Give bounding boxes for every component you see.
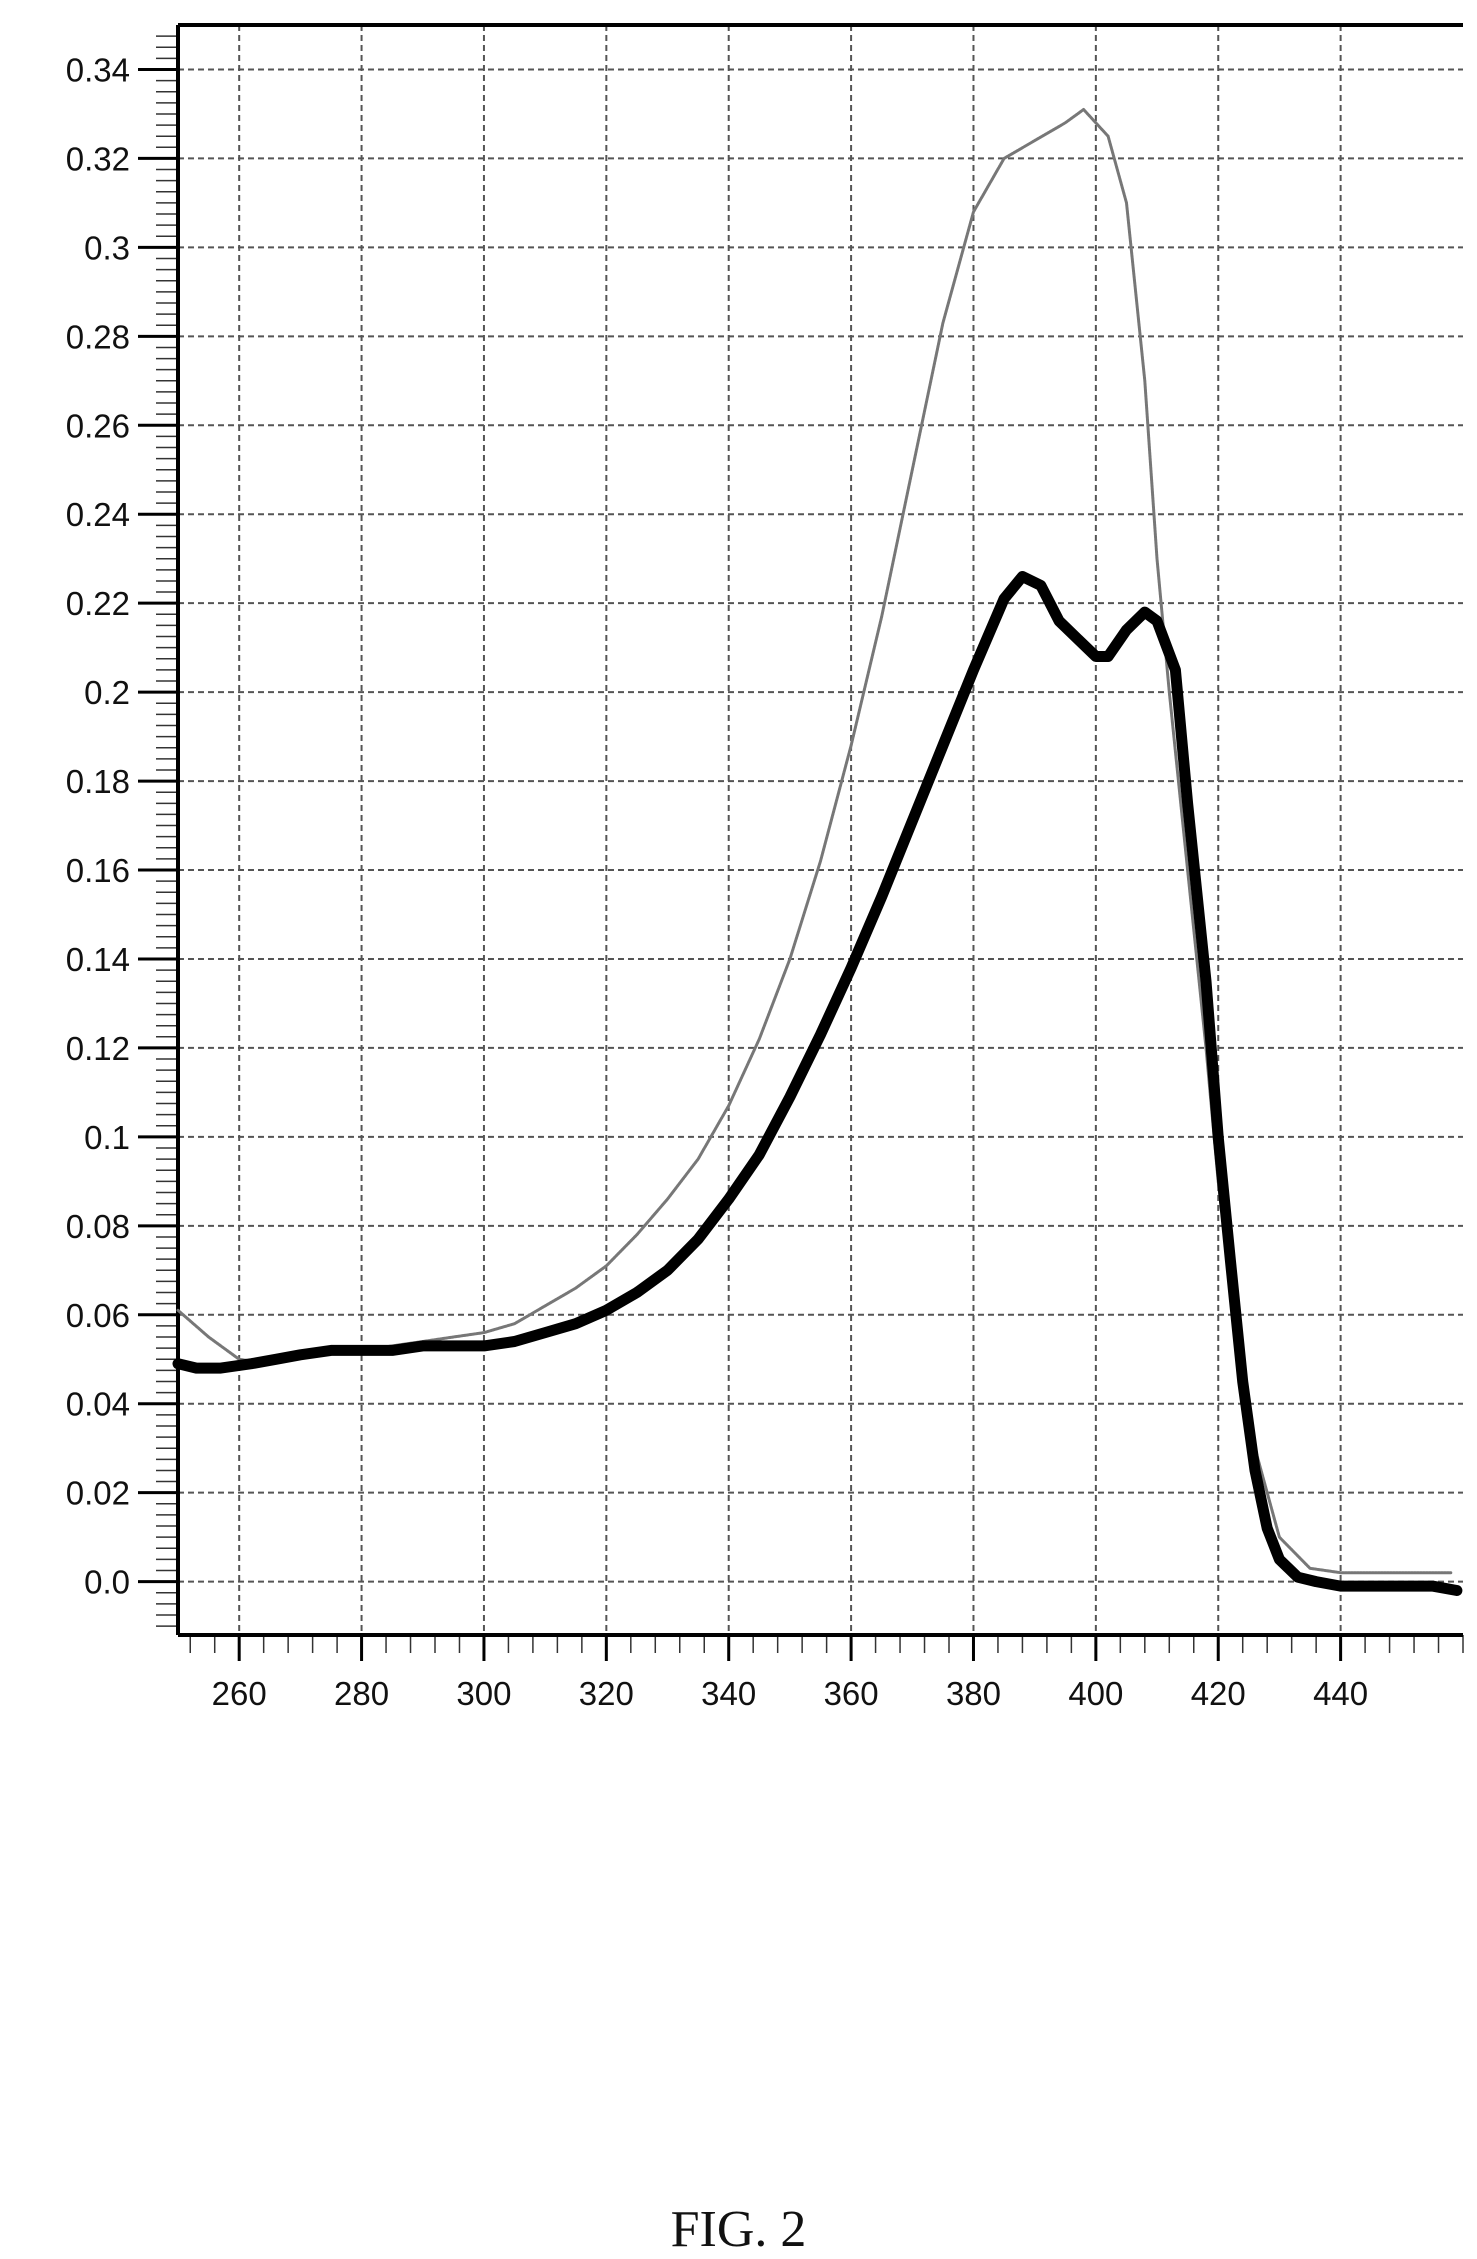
x-tick-label: 320: [579, 1675, 634, 1712]
y-tick-label: 0.06: [66, 1297, 130, 1334]
x-tick-labels: 260 280 300 320 340 360 380 400 420 440: [212, 1675, 1368, 1712]
y-tick-label: 0.3: [84, 229, 130, 266]
y-tick-label: 0.34: [66, 51, 130, 88]
y-tick-label: 0.04: [66, 1386, 130, 1423]
x-tick-label: 360: [824, 1675, 879, 1712]
axes: [138, 23, 1463, 1661]
minor-ticks: [156, 35, 1464, 1653]
y-tick-label: 0.12: [66, 1030, 130, 1067]
x-tick-label: 420: [1191, 1675, 1246, 1712]
y-tick-label: 0.22: [66, 585, 130, 622]
y-tick-label: 0.26: [66, 407, 130, 444]
y-tick-label: 0.28: [66, 318, 130, 355]
x-tick-label: 260: [212, 1675, 267, 1712]
x-tick-label: 400: [1068, 1675, 1123, 1712]
y-tick-label: 0.1: [84, 1119, 130, 1156]
y-tick-label: 0.16: [66, 852, 130, 889]
grid: [178, 25, 1463, 1635]
x-tick-label: 300: [456, 1675, 511, 1712]
y-tick-label: 0.32: [66, 140, 130, 177]
y-tick-label: 0.0: [84, 1564, 130, 1601]
x-tick-label: 380: [946, 1675, 1001, 1712]
y-tick-label: 0.2: [84, 674, 130, 711]
figure-label: FIG. 2: [670, 2201, 807, 2258]
x-tick-label: 340: [701, 1675, 756, 1712]
y-tick-label: 0.08: [66, 1208, 130, 1245]
y-tick-label: 0.18: [66, 763, 130, 800]
series-lines: [172, 108, 1463, 1596]
x-tick-label: 280: [334, 1675, 389, 1712]
series-line-thick: [172, 571, 1463, 1596]
y-tick-label: 0.02: [66, 1475, 130, 1512]
x-tick-label: 440: [1313, 1675, 1368, 1712]
y-tick-label: 0.14: [66, 941, 130, 978]
y-tick-label: 0.24: [66, 496, 130, 533]
y-tick-labels: 0.0 0.02 0.04 0.06 0.08 0.1 0.12 0.14 0.16 0.18 0.…: [66, 51, 130, 1600]
